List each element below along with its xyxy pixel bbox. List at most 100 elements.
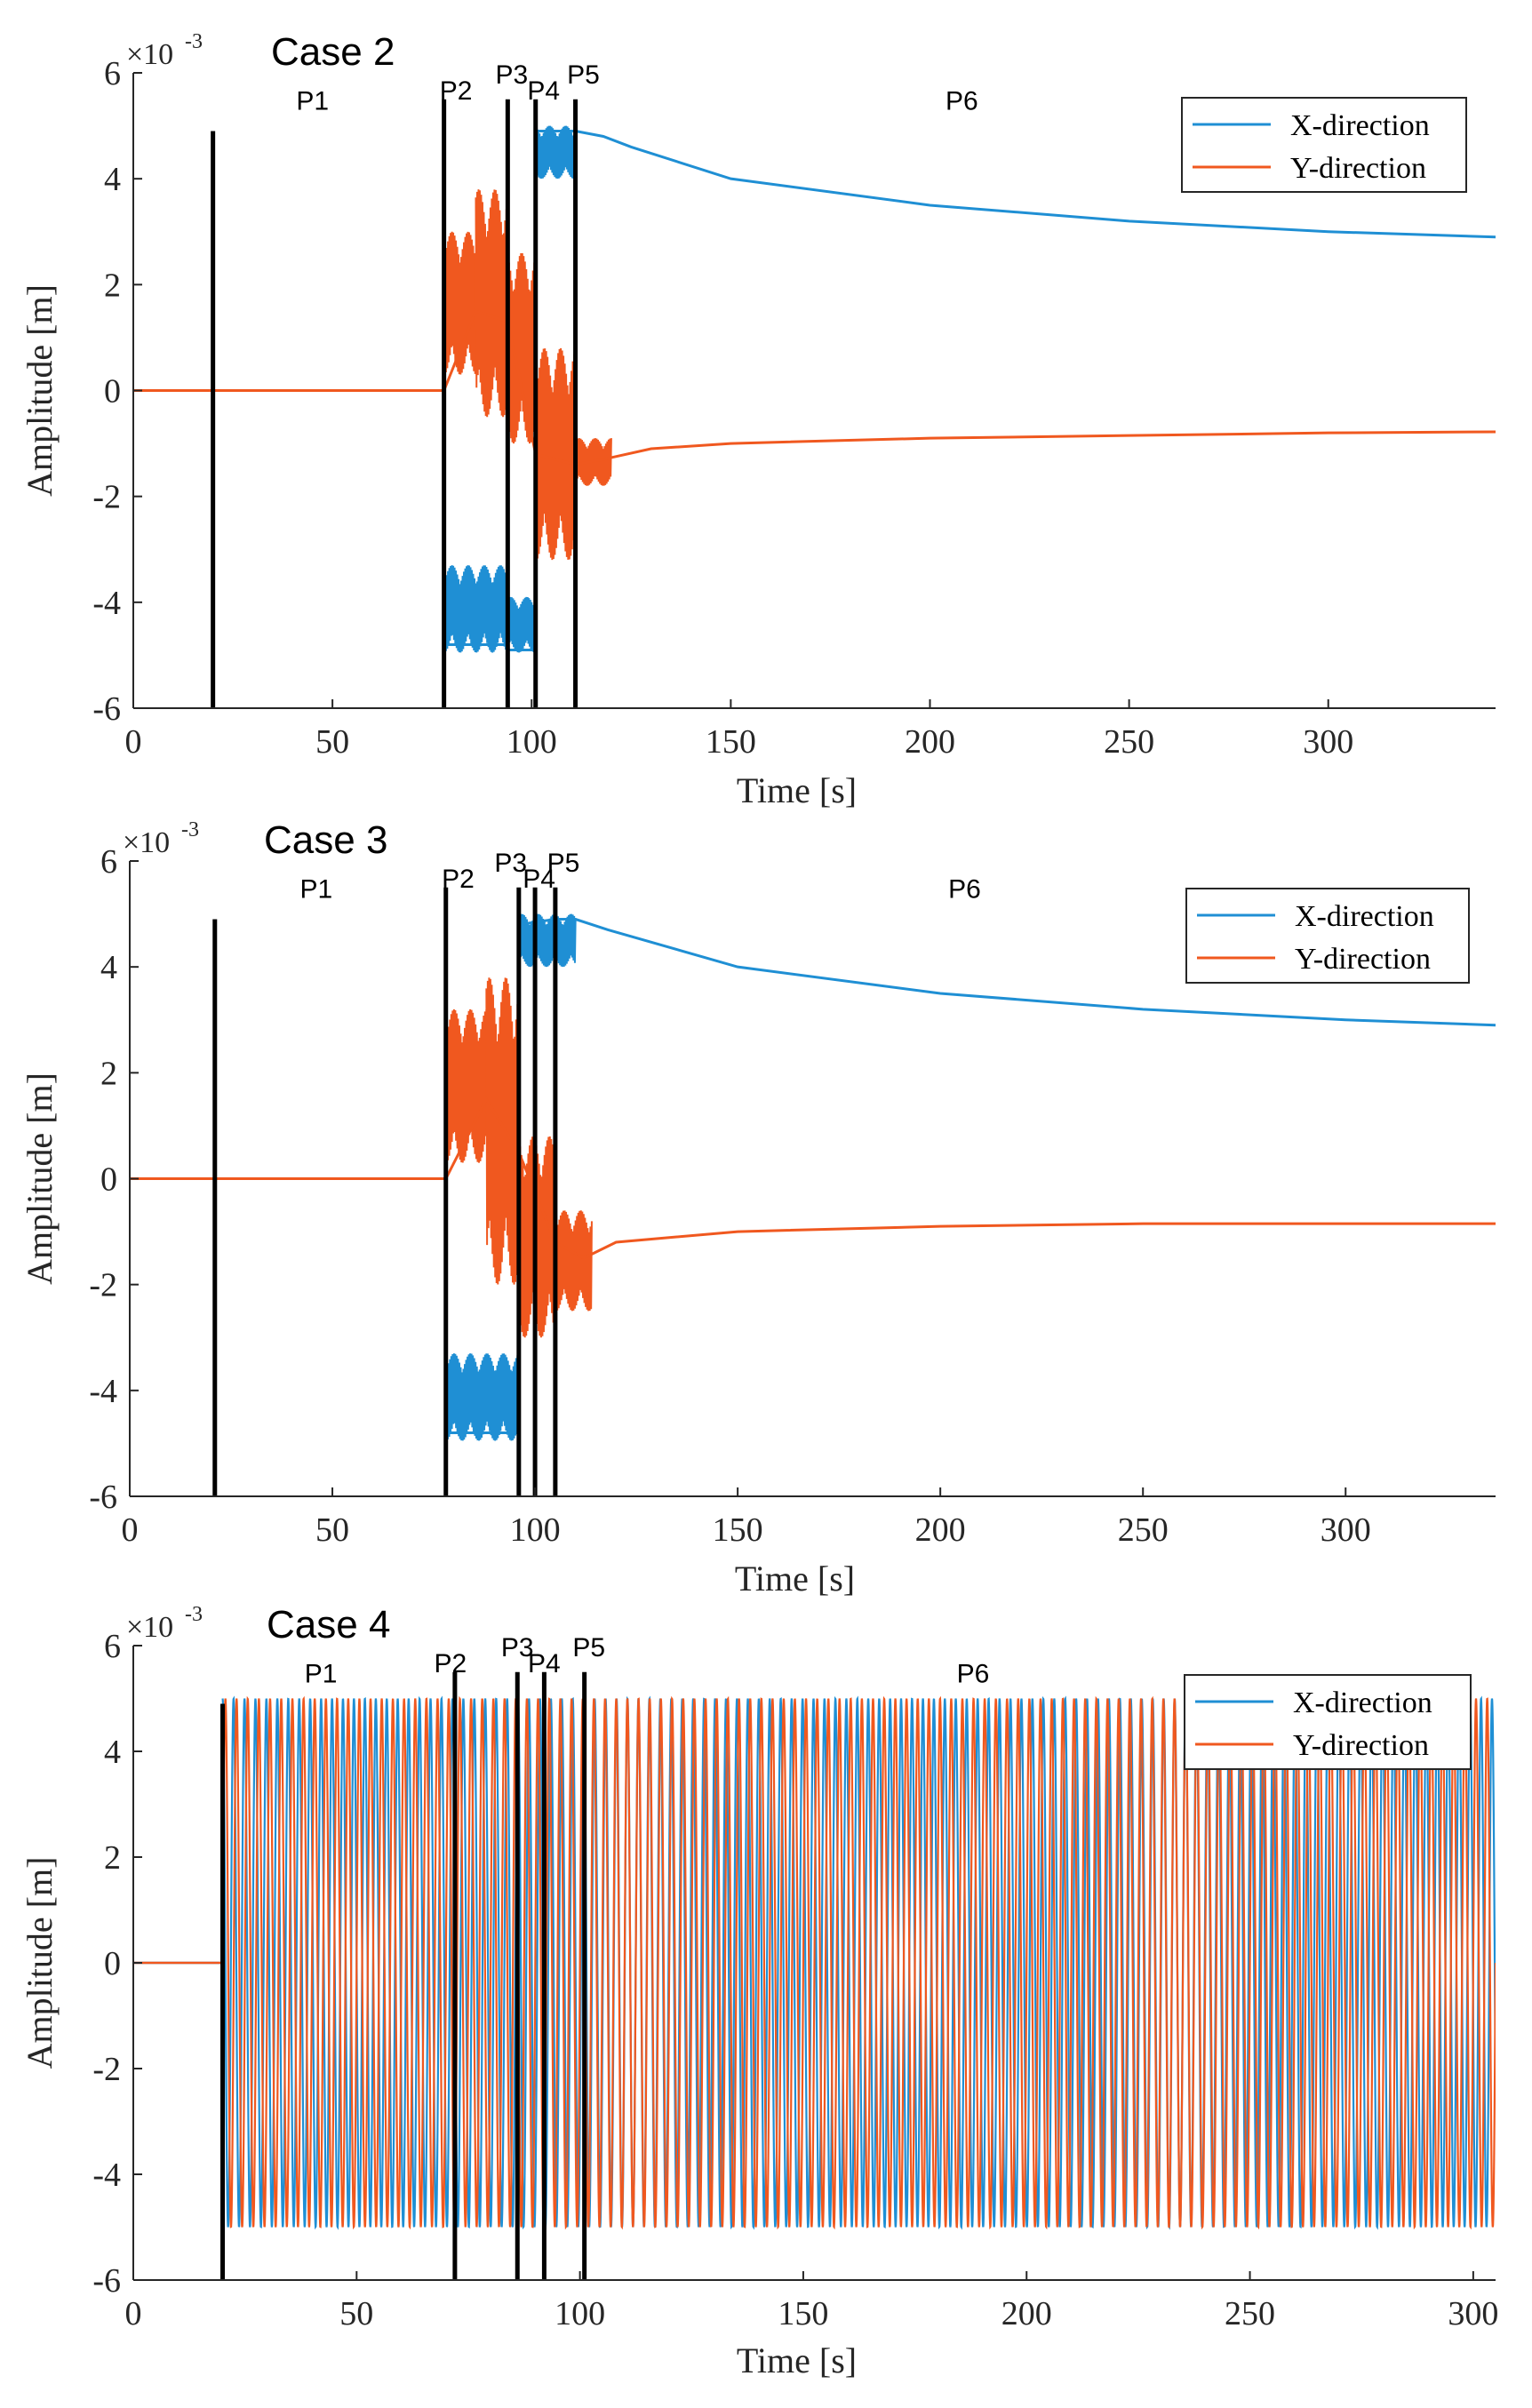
series-oscillation	[221, 1695, 1496, 2230]
y-tick-label: 2	[104, 267, 121, 304]
legend: X-direction Y-direction	[1181, 97, 1467, 193]
plot-area	[133, 1695, 1496, 2230]
series-noise-band	[444, 1009, 488, 1163]
phase-label-p1: P1	[299, 875, 332, 905]
legend: X-direction Y-direction	[1184, 1674, 1472, 1770]
y-exponent-label: ×10	[123, 826, 170, 859]
series-noise-band	[507, 596, 537, 653]
x-tick-label: 150	[713, 1511, 763, 1549]
y-tick-label: 2	[104, 1839, 121, 1877]
plot-area	[130, 913, 1496, 1441]
series-line	[130, 1096, 1496, 1260]
phase-label-p5: P5	[572, 1633, 605, 1662]
series-noise-band	[444, 1353, 520, 1441]
phase-label-p6: P6	[957, 1660, 990, 1689]
series-noise-band	[554, 1210, 593, 1312]
y-tick-label: 6	[100, 843, 117, 881]
y-tick-label: -4	[92, 2157, 121, 2194]
x-tick-label: 250	[1104, 723, 1154, 761]
phase-label-p2: P2	[440, 76, 473, 106]
y-tick-label: 4	[104, 1734, 121, 1771]
y-tick-label: 0	[104, 373, 121, 411]
phase-label-p1: P1	[296, 87, 329, 116]
x-tick-label: 150	[706, 723, 756, 761]
y-exponent-label: ×10	[126, 1611, 173, 1644]
series-noise-band	[475, 189, 509, 418]
series-y-direction	[133, 189, 1496, 561]
x-tick-label: 0	[122, 1511, 139, 1549]
y-tick-label: -6	[92, 690, 121, 728]
y-tick-label: 4	[104, 161, 121, 198]
series-noise-band	[534, 347, 577, 561]
x-axis-label: Time [s]	[737, 2340, 857, 2380]
y-tick-label: 2	[100, 1055, 117, 1092]
x-axis-label: Time [s]	[737, 770, 857, 810]
y-tick-label: 4	[100, 949, 117, 986]
phase-label-p4: P4	[523, 865, 555, 894]
x-tick-label: 200	[905, 723, 955, 761]
x-tick-label: 150	[778, 2295, 828, 2332]
x-tick-label: 300	[1448, 2295, 1498, 2332]
legend-box	[1181, 97, 1467, 193]
y-exponent-power: -3	[181, 818, 199, 841]
y-tick-label: -4	[89, 1373, 117, 1410]
legend-entry: X-direction	[1290, 109, 1430, 142]
plot-area	[133, 125, 1496, 653]
phase-label-p5: P5	[567, 60, 600, 90]
y-tick-label: -2	[92, 479, 121, 516]
x-tick-label: 250	[1225, 2295, 1275, 2332]
legend-entry: X-direction	[1293, 1686, 1432, 1719]
series-noise-band	[517, 913, 577, 968]
legend-entry: Y-direction	[1295, 943, 1431, 976]
series-noise-band	[574, 438, 612, 486]
y-tick-label: -4	[92, 585, 121, 622]
phase-label-p5: P5	[547, 849, 580, 878]
phase-label-p2: P2	[442, 865, 475, 894]
phase-label-p6: P6	[946, 87, 978, 116]
legend-entry: Y-direction	[1293, 1729, 1429, 1762]
legend-box	[1184, 1674, 1472, 1770]
x-tick-label: 50	[315, 723, 349, 761]
phase-label-p2: P2	[435, 1649, 467, 1678]
series-line	[133, 309, 1496, 466]
y-axis-label: Amplitude [m]	[20, 1072, 60, 1285]
series-noise-band	[443, 565, 509, 653]
series-noise-band	[534, 125, 577, 179]
phase-label-p4: P4	[527, 76, 560, 106]
series-noise-band	[443, 231, 477, 375]
phase-label-p1: P1	[305, 1660, 338, 1689]
y-axis-label: Amplitude [m]	[20, 284, 60, 497]
case-title: Case 3	[264, 818, 387, 862]
phase-label-p6: P6	[948, 875, 981, 905]
y-tick-label: 6	[104, 1628, 121, 1665]
phase-label-p3: P3	[494, 849, 527, 878]
y-tick-label: 6	[104, 55, 121, 92]
x-tick-label: 250	[1118, 1511, 1169, 1549]
y-exponent-label: ×10	[126, 38, 173, 71]
y-axis-label: Amplitude [m]	[20, 1857, 60, 2069]
x-tick-label: 200	[915, 1511, 966, 1549]
x-tick-label: 100	[555, 2295, 605, 2332]
x-tick-label: 300	[1303, 723, 1353, 761]
x-tick-label: 200	[1001, 2295, 1052, 2332]
case-title: Case 2	[271, 30, 395, 74]
legend-entry: X-direction	[1295, 900, 1434, 933]
x-tick-label: 300	[1321, 1511, 1371, 1549]
phase-label-p4: P4	[528, 1649, 561, 1678]
y-tick-label: -2	[89, 1267, 117, 1304]
x-tick-label: 100	[507, 723, 557, 761]
series-y-direction	[133, 1695, 1496, 2230]
series-noise-band	[507, 252, 537, 444]
series-noise-band	[485, 977, 520, 1285]
x-tick-label: 50	[339, 2295, 373, 2332]
y-exponent-power: -3	[185, 1603, 203, 1626]
x-axis-label: Time [s]	[735, 1559, 855, 1599]
y-tick-label: -6	[92, 2262, 121, 2300]
series-line	[130, 918, 1496, 1434]
phase-label-p3: P3	[495, 60, 528, 90]
y-exponent-power: -3	[185, 30, 203, 53]
